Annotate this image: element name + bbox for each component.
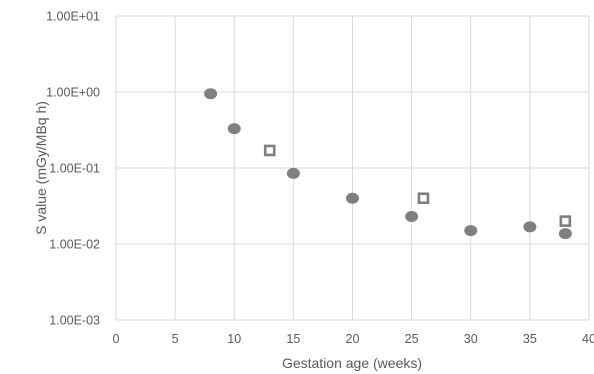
data-point-circle [346, 192, 359, 204]
y-tick-label: 1.00E-01 [49, 162, 100, 176]
x-tick-label: 30 [464, 332, 478, 346]
x-tick-label: 0 [113, 332, 120, 346]
y-axis-title: S value (mGy/MBq h) [33, 101, 49, 235]
x-tick-label: 20 [346, 332, 360, 346]
tick-labels: 0 5 10 15 20 25 30 35 40 1.00E+01 1.00E+00 1.00E-01… [46, 10, 594, 347]
x-tick-label: 35 [523, 332, 537, 346]
grid-lines [115, 15, 590, 321]
data-point-circle [405, 211, 419, 223]
data-point-circle [464, 225, 478, 237]
data-point-circle [523, 221, 537, 233]
data-point-circle [227, 123, 241, 135]
y-tick-label: 1.00E-03 [49, 314, 100, 328]
y-tick-label: 1.00E-02 [49, 238, 100, 252]
x-tick-label: 10 [227, 332, 241, 346]
data-point-square [417, 192, 430, 205]
data-series [204, 88, 572, 240]
data-point-circle [558, 228, 572, 240]
data-point-circle [204, 88, 218, 100]
x-tick-label: 40 [582, 332, 594, 346]
data-point-circle [286, 167, 300, 179]
data-point-square [559, 215, 572, 227]
x-tick-label: 5 [172, 332, 179, 346]
x-tick-label: 25 [405, 332, 419, 346]
x-axis-title: Gestation age (weeks) [282, 355, 422, 371]
x-tick-label: 15 [286, 332, 300, 346]
data-point-square [263, 144, 276, 157]
y-tick-label: 1.00E+00 [46, 86, 100, 100]
y-tick-label: 1.00E+01 [46, 10, 100, 24]
